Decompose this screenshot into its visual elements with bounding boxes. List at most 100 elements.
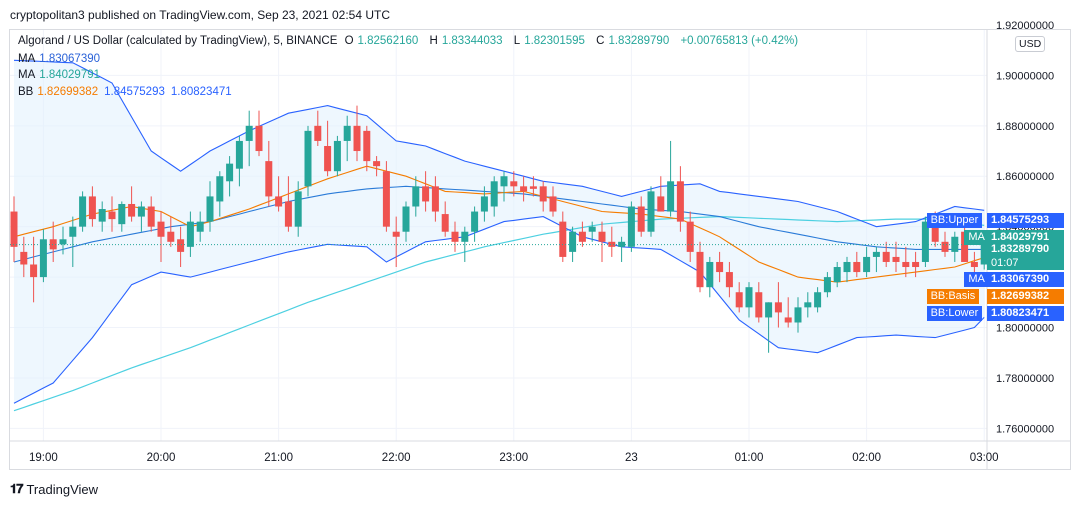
badge-label: BB:Upper — [926, 213, 983, 228]
candle-body — [716, 261, 724, 273]
candle — [549, 186, 557, 217]
candle-body — [539, 186, 547, 202]
bb-legend[interactable]: BB 1.82699382 1.84575293 1.80823471 — [18, 86, 232, 98]
candle — [529, 176, 537, 197]
badge-value: 1.80823471 — [987, 306, 1064, 321]
candle-body — [500, 176, 508, 187]
candle — [686, 211, 694, 262]
close-value: 1.83289790 — [608, 35, 670, 47]
candle — [69, 216, 77, 268]
candle-body — [451, 231, 459, 242]
candle-body — [961, 231, 969, 262]
candle-body — [784, 317, 792, 323]
bb-basis-line — [13, 165, 985, 283]
candle — [520, 176, 528, 202]
candle — [431, 176, 439, 222]
candle — [735, 282, 743, 313]
candle — [255, 110, 263, 157]
last-price-value: 1.83289790 — [991, 243, 1050, 255]
candle — [373, 156, 381, 177]
candle-body — [382, 171, 390, 227]
candle-body — [59, 239, 67, 245]
candle — [569, 226, 577, 262]
ohlc-legend: Algorand / US Dollar (calculated by Trad… — [18, 35, 802, 47]
high-value: 1.83344033 — [441, 35, 503, 47]
candle — [147, 196, 155, 232]
candle — [578, 221, 586, 247]
candle-body — [206, 196, 214, 222]
change-value: +0.00765813 (+0.42%) — [680, 35, 799, 47]
candle-body — [284, 201, 292, 227]
candle-body — [755, 292, 763, 318]
candle — [510, 171, 518, 197]
candle — [833, 261, 841, 288]
candle-body — [392, 231, 400, 237]
candle — [216, 171, 224, 217]
candle-body — [98, 209, 106, 222]
candle-body — [216, 176, 224, 202]
candle-body — [373, 161, 381, 167]
candle — [343, 115, 351, 162]
candle — [627, 201, 635, 252]
time-tick-label: 19:00 — [29, 452, 58, 464]
candle — [471, 206, 479, 242]
candle — [30, 236, 38, 303]
candle-body — [951, 236, 959, 252]
open-label: O — [344, 35, 354, 47]
candle-body — [49, 239, 57, 250]
candle-body — [853, 261, 861, 273]
candle-body — [657, 196, 665, 212]
candle-body — [69, 226, 77, 237]
bb-lower-line — [13, 216, 985, 404]
candle — [20, 236, 28, 278]
candle-body — [402, 206, 410, 232]
candle-body — [167, 231, 175, 242]
candle-body — [30, 264, 38, 278]
candle-body — [686, 221, 694, 252]
ma-slow-legend[interactable]: MA 1.84029791 — [18, 69, 100, 81]
candle-body — [245, 125, 253, 141]
candle — [275, 176, 283, 212]
candle — [49, 221, 57, 262]
candle — [294, 181, 302, 237]
ma-fast-legend[interactable]: MA 1.83067390 — [18, 53, 100, 65]
candle-body — [226, 163, 234, 182]
candle-body — [569, 231, 577, 252]
candle-body — [823, 277, 831, 293]
candle — [667, 140, 675, 217]
price-tick-label: 1.76000000 — [996, 423, 1054, 435]
published-by-line: cryptopolitan3 published on TradingView.… — [10, 8, 391, 22]
candle-body — [157, 221, 165, 237]
candle-body — [667, 181, 675, 212]
candle-body — [10, 211, 18, 247]
candle-body — [745, 287, 753, 308]
currency-button[interactable]: USD — [1015, 36, 1046, 52]
candle-body — [118, 203, 126, 225]
symbol-title[interactable]: Algorand / US Dollar (calculated by Trad… — [18, 35, 338, 47]
candle — [863, 246, 871, 278]
candle — [637, 196, 645, 237]
candle — [157, 211, 165, 262]
candle-body — [510, 181, 518, 187]
candle — [814, 287, 822, 313]
candle — [843, 256, 851, 283]
candle-body — [637, 206, 645, 232]
open-value: 1.82562160 — [357, 35, 419, 47]
candle-body — [843, 261, 851, 273]
candle-body — [529, 186, 537, 189]
candle-body — [461, 231, 469, 242]
candle-body — [735, 292, 743, 308]
badge-label: BB:Basis — [926, 289, 980, 304]
candle-body — [931, 216, 939, 242]
candle — [206, 181, 214, 232]
close-label: C — [596, 35, 605, 47]
candle — [490, 176, 498, 217]
price-tick-label: 1.78000000 — [996, 373, 1054, 385]
candle — [128, 186, 136, 222]
time-tick-label: 20:00 — [147, 452, 176, 464]
candle — [706, 256, 714, 298]
low-value: 1.82301595 — [524, 35, 585, 47]
candle — [618, 236, 626, 262]
candle-body — [196, 221, 204, 232]
